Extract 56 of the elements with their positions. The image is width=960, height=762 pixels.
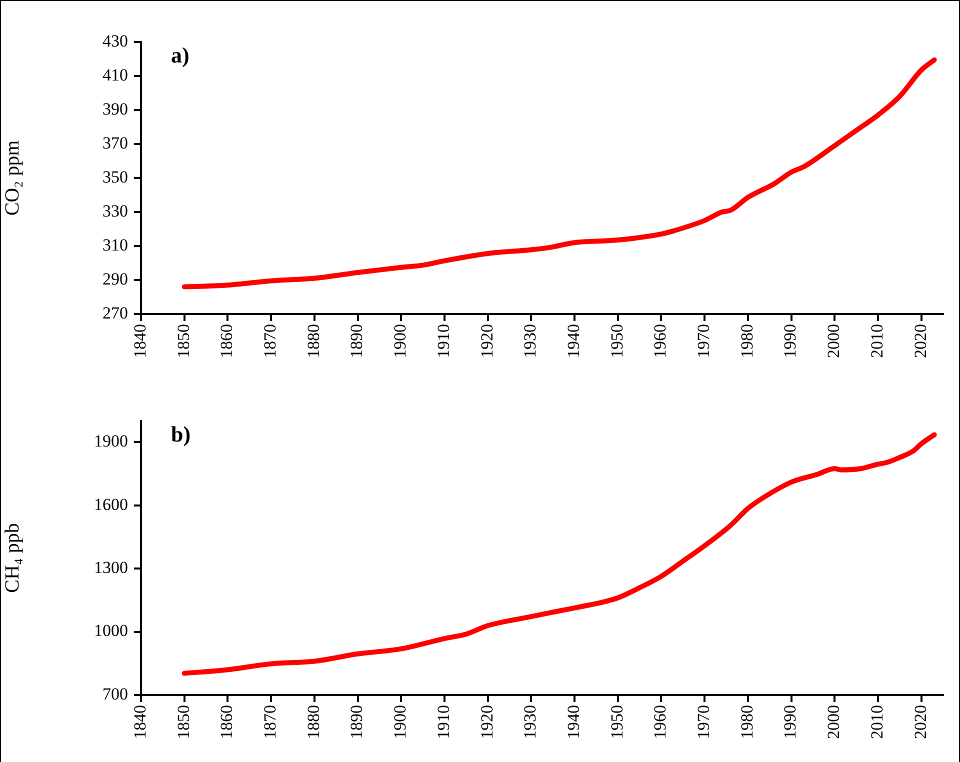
y-tick-label: 1300 xyxy=(94,558,128,578)
y-axis-title: CO₂ ppm xyxy=(1,140,24,216)
x-tick-label: 1920 xyxy=(477,705,496,739)
x-tick-label: 2000 xyxy=(824,324,844,358)
x-tick-label: 1970 xyxy=(694,324,714,358)
x-tick-label: 2000 xyxy=(824,705,844,739)
x-tick-label: 1900 xyxy=(390,324,410,358)
x-tick-label: 1990 xyxy=(780,324,800,358)
x-tick-label: 1850 xyxy=(174,705,193,739)
x-tick-label: 1910 xyxy=(434,324,453,358)
x-tick-label: 1980 xyxy=(737,705,756,739)
x-tick-label: 2020 xyxy=(910,705,930,739)
x-tick-label: 2020 xyxy=(910,324,930,358)
y-tick-label: 310 xyxy=(102,235,128,254)
y-tick-label: 270 xyxy=(102,303,128,322)
x-tick-label: 1940 xyxy=(564,705,583,739)
y-tick-label: 290 xyxy=(102,269,128,288)
x-tick-label: 1890 xyxy=(347,705,366,739)
x-tick-label: 1900 xyxy=(390,705,410,739)
x-tick-label: 2010 xyxy=(867,705,886,739)
x-tick-label: 1890 xyxy=(347,324,366,358)
x-tick-label: 1860 xyxy=(217,324,236,358)
x-tick-label: 1990 xyxy=(780,705,800,739)
x-tick-label: 1930 xyxy=(520,705,540,739)
annotation: b) xyxy=(171,422,191,447)
annotation: a) xyxy=(171,42,190,68)
x-tick-label: 1870 xyxy=(260,324,280,358)
y-tick-label: 330 xyxy=(102,201,128,220)
x-tick-label: 1940 xyxy=(564,324,583,358)
x-tick-label: 1980 xyxy=(737,324,756,358)
x-tick-label: 1960 xyxy=(650,705,670,739)
x-tick-label: 1950 xyxy=(607,705,626,739)
y-axis-title: CH₄ ppb xyxy=(1,523,24,593)
y-tick-label: 700 xyxy=(102,684,128,704)
y-tick-label: 410 xyxy=(102,65,128,84)
x-tick-label: 1840 xyxy=(130,324,150,358)
x-tick-label: 1870 xyxy=(260,705,280,739)
x-tick-label: 1850 xyxy=(174,324,193,358)
y-tick-label: 390 xyxy=(102,99,128,118)
x-tick-label: 1880 xyxy=(304,705,323,739)
x-tick-label: 1970 xyxy=(694,705,714,739)
y-tick-label: 350 xyxy=(102,167,128,186)
x-tick-label: 1840 xyxy=(130,705,150,739)
x-tick-label: 2010 xyxy=(867,324,886,358)
x-tick-label: 1880 xyxy=(304,324,323,358)
y-tick-label: 370 xyxy=(102,133,128,152)
x-tick-label: 1930 xyxy=(520,324,540,358)
y-tick-label: 430 xyxy=(102,31,128,50)
x-tick-label: 1920 xyxy=(477,324,496,358)
x-tick-label: 1950 xyxy=(607,324,626,358)
y-tick-label: 1900 xyxy=(94,432,128,451)
x-tick-label: 1960 xyxy=(650,324,670,358)
x-tick-label: 1860 xyxy=(217,705,236,739)
y-tick-label: 1600 xyxy=(94,494,128,514)
x-tick-label: 1910 xyxy=(434,705,453,739)
y-tick-label: 1000 xyxy=(94,621,128,640)
